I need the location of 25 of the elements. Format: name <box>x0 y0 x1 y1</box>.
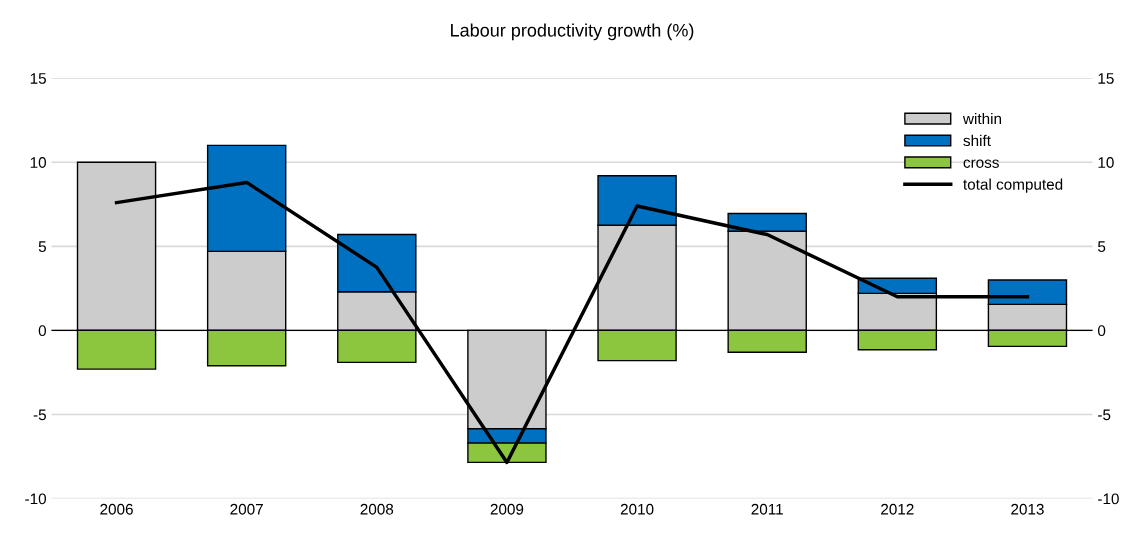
x-tick-label: 2012 <box>881 503 914 515</box>
x-tick-label: 2009 <box>490 503 524 515</box>
legend-label: cross <box>963 159 999 168</box>
y2-tick-label: 5 <box>1097 241 1106 253</box>
y-tick-label: -10 <box>25 493 47 505</box>
x-tick-label: 2008 <box>360 503 394 515</box>
y-tick-label: 15 <box>30 73 46 84</box>
y2-tick-label: 10 <box>1098 157 1114 168</box>
y-tick-label: 5 <box>38 241 46 253</box>
y2-tick-label: 0 <box>1097 325 1106 337</box>
x-tick-label: 2010 <box>620 503 654 515</box>
y-tick-label: -5 <box>33 409 46 421</box>
chart-title: Labour productivity growth (%) <box>451 23 694 41</box>
y2-tick-label: -10 <box>1098 493 1119 505</box>
legend-label: shift <box>963 134 991 147</box>
legend-label: within <box>962 112 1002 125</box>
y-tick-label: 10 <box>30 157 47 168</box>
y2-tick-label: -5 <box>1098 409 1111 421</box>
legend-label: total computed <box>963 178 1063 193</box>
x-tick-label: 2006 <box>100 503 133 515</box>
y-tick-label: 0 <box>38 325 47 337</box>
x-tick-label: 2013 <box>1011 503 1044 515</box>
x-tick-label: 2011 <box>751 503 783 515</box>
y2-tick-label: 15 <box>1098 73 1114 84</box>
x-tick-label: 2007 <box>230 503 263 515</box>
